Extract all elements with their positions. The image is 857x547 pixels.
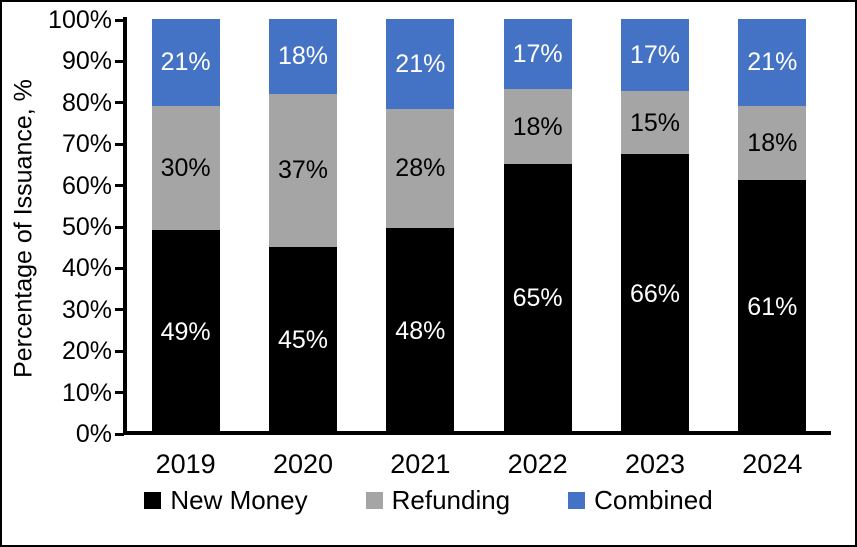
bar-segment-refunding-2021 xyxy=(386,108,455,229)
bar-segment-combined-2022 xyxy=(503,19,572,90)
bar-segment-new-money-2021 xyxy=(386,228,455,433)
bar-2021: 48% 28% 21% xyxy=(386,19,455,433)
legend-swatch-icon xyxy=(144,492,162,509)
bar-segment-combined-2020 xyxy=(269,19,337,94)
bar-2020: 45% 37% 18% xyxy=(269,19,337,433)
bar-value-label: 18% xyxy=(512,112,563,141)
bar-value-label: 65% xyxy=(512,284,563,313)
bar-segment-new-money-2022 xyxy=(503,163,572,433)
bar-value-label: 66% xyxy=(629,279,681,308)
y-tick-label: 30% xyxy=(61,295,112,324)
y-tick-mark xyxy=(115,432,124,436)
bar-2024: 61% 18% 21% xyxy=(738,19,807,433)
bar-value-label: 28% xyxy=(395,154,446,183)
y-tick-mark xyxy=(115,225,124,229)
legend-swatch-icon xyxy=(568,492,586,509)
bar-2022: 65% 18% 17% xyxy=(503,19,572,433)
bar-segment-combined-2024 xyxy=(738,19,807,106)
y-tick-label: 0% xyxy=(75,420,112,448)
y-tick-mark xyxy=(115,59,124,63)
bar-value-label: 17% xyxy=(512,40,563,69)
bar-value-label: 17% xyxy=(629,40,681,69)
bar-segment-combined-2023 xyxy=(621,19,689,91)
bar-value-label: 21% xyxy=(747,48,798,77)
bar-segment-new-money-2020 xyxy=(269,246,337,433)
bar-2023: 66% 15% 17% xyxy=(621,19,689,433)
y-tick-mark xyxy=(115,184,124,188)
bar-segment-combined-2021 xyxy=(386,19,455,109)
y-tick-label: 50% xyxy=(61,213,112,241)
bar-segment-refunding-2024 xyxy=(738,105,807,181)
bar-segment-new-money-2024 xyxy=(738,180,807,433)
bar-value-label: 21% xyxy=(160,48,211,77)
bar-value-label: 18% xyxy=(747,129,798,158)
x-tick-label-2022: 2022 xyxy=(507,449,568,479)
bar-value-label: 48% xyxy=(395,316,446,345)
y-tick-mark xyxy=(115,266,124,270)
y-tick-label: 70% xyxy=(61,130,112,159)
y-tick-label: 20% xyxy=(61,337,112,366)
bar-segment-refunding-2023 xyxy=(621,90,689,155)
y-tick-mark xyxy=(115,391,124,395)
y-tick-label: 100% xyxy=(48,6,112,34)
x-tick-label-2021: 2021 xyxy=(390,449,451,479)
y-axis-title: Percentage of Issuance, % xyxy=(9,79,38,378)
bar-value-label: 61% xyxy=(747,292,798,321)
bar-segment-refunding-2019 xyxy=(151,105,220,231)
y-tick-label: 10% xyxy=(61,378,112,407)
bar-value-label: 21% xyxy=(395,49,446,78)
x-axis-line xyxy=(123,431,831,435)
bar-value-label: 15% xyxy=(629,108,681,137)
bar-value-label: 18% xyxy=(277,42,329,71)
legend-item-new-money: New Money xyxy=(144,485,308,516)
y-tick-label: 40% xyxy=(61,254,112,283)
y-tick-label: 60% xyxy=(61,171,112,200)
bar-segment-combined-2019 xyxy=(151,19,220,106)
bar-segment-refunding-2020 xyxy=(269,93,337,247)
bar-value-label: 30% xyxy=(160,154,211,183)
y-axis-line xyxy=(123,17,127,435)
x-tick-label-2020: 2020 xyxy=(272,449,334,479)
bar-segment-new-money-2023 xyxy=(621,154,689,433)
y-tick-mark xyxy=(115,308,124,312)
bar-value-label: 37% xyxy=(277,156,329,185)
bar-value-label: 49% xyxy=(160,317,211,346)
legend-label: Refunding xyxy=(391,485,511,515)
bar-value-label: 45% xyxy=(277,325,329,354)
legend-item-combined: Combined xyxy=(568,485,713,516)
y-tick-mark xyxy=(115,142,124,146)
y-tick-label: 90% xyxy=(61,47,112,76)
legend: New Money Refunding Combined xyxy=(2,485,855,516)
legend-label: Combined xyxy=(594,485,713,515)
legend-label: New Money xyxy=(170,485,308,515)
x-tick-label-2023: 2023 xyxy=(624,449,686,479)
y-tick-mark xyxy=(115,18,124,22)
y-tick-mark xyxy=(115,101,124,105)
bar-2019: 49% 30% 21% xyxy=(151,19,220,433)
legend-item-refunding: Refunding xyxy=(365,485,511,516)
x-tick-label-2024: 2024 xyxy=(742,449,803,479)
x-tick-label-2019: 2019 xyxy=(155,449,216,479)
bar-segment-refunding-2022 xyxy=(503,89,572,164)
bar-segment-new-money-2019 xyxy=(151,230,220,433)
y-tick-mark xyxy=(115,349,124,353)
y-tick-label: 80% xyxy=(61,88,112,117)
legend-swatch-icon xyxy=(365,492,383,509)
